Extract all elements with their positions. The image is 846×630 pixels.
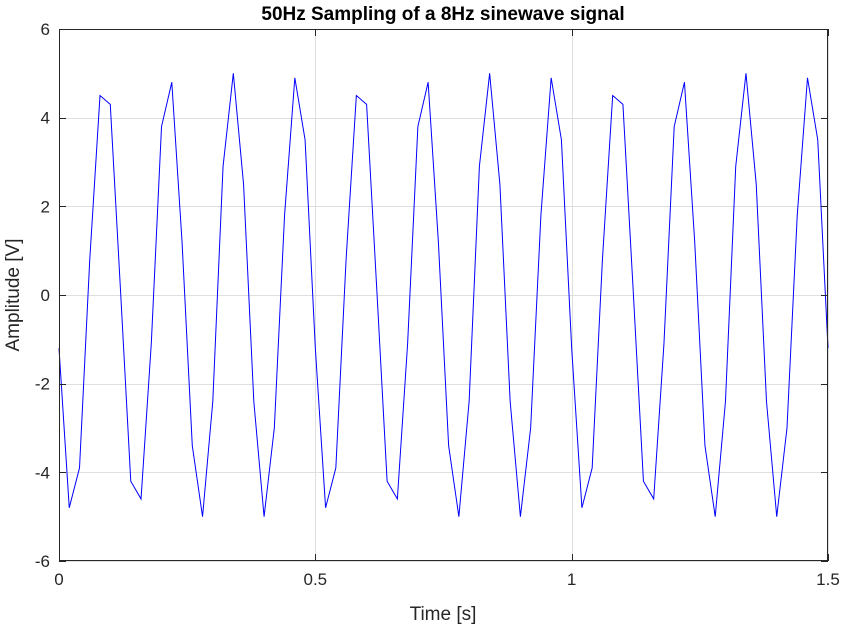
x-tick-label: 1 [567,570,576,589]
y-tick-label: -6 [35,552,50,571]
chart-title: 50Hz Sampling of a 8Hz sinewave signal [261,4,624,25]
y-tick-label: -4 [35,463,50,482]
y-tick-labels: -6 -4 -2 0 2 4 6 [35,20,50,571]
x-tick-label: 1.5 [816,570,840,589]
y-axis-label: Amplitude [V] [3,239,24,352]
x-axis-label: Time [s] [410,604,477,625]
x-tick-label: 0 [54,570,63,589]
y-tick-label: 2 [41,197,50,216]
axis-ticks [59,29,829,562]
y-tick-label: -2 [35,375,50,394]
series-lines [58,73,829,517]
y-tick-label: 0 [41,286,50,305]
y-tick-label: 4 [41,109,50,128]
x-tick-label: 0.5 [304,570,328,589]
sinewave-series-line [58,73,829,517]
y-tick-label: 6 [41,20,50,39]
x-tick-labels: 0 0.5 1 1.5 [54,570,840,589]
